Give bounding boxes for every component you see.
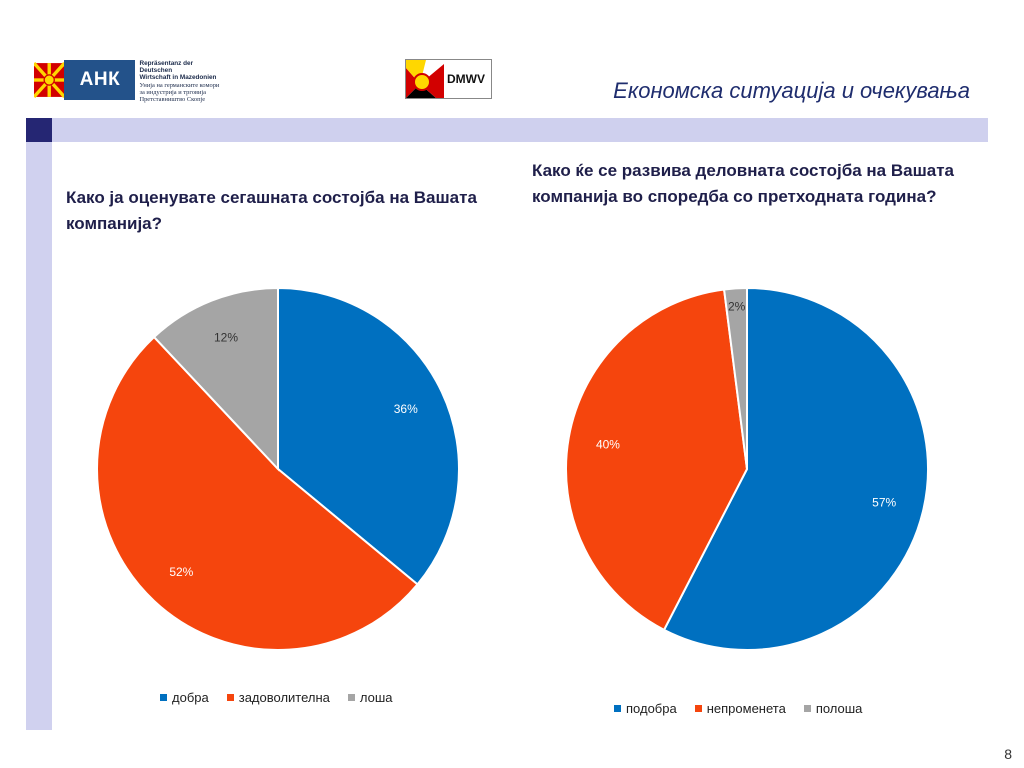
page-number: 8 <box>1004 746 1012 762</box>
legend-swatch <box>226 694 234 701</box>
dmwv-logo: DMWV <box>405 59 492 99</box>
legend-label: добра <box>172 690 209 705</box>
question-future-state: Како ќе се развива деловната состојба на… <box>532 161 954 206</box>
legend-swatch <box>347 694 355 701</box>
pie-chart-future-state: 57% 40% 2% <box>565 286 929 651</box>
pie-data-label: 52% <box>169 565 193 579</box>
pie-slice-задоволителна <box>96 335 419 651</box>
side-accent-bar <box>26 142 52 730</box>
legend-item: добра <box>160 690 209 705</box>
pie-slice-непроменета <box>565 288 749 632</box>
legend-label: подобра <box>626 701 677 716</box>
pie-slice-полоша <box>722 286 748 470</box>
legend-label: непроменета <box>706 701 786 716</box>
header-divider-bar <box>26 118 988 142</box>
pie-data-label: 57% <box>872 495 896 509</box>
ahk-logo: АНК Repräsentanz der Deutschen Wirtschaf… <box>34 60 224 104</box>
legend-item: полоша <box>803 701 863 716</box>
pie-slice-лоша <box>152 286 279 472</box>
pie-slice-подобра <box>662 286 929 651</box>
macedonian-flag-icon <box>34 61 65 99</box>
legend-label: полоша <box>815 701 863 716</box>
legend-swatch <box>160 694 167 701</box>
legend-label: задоволителна <box>238 690 330 705</box>
legend-label: лоша <box>359 690 393 705</box>
legend-swatch <box>614 705 621 712</box>
question-current-state: Како ја оценувате сегашната состојба на … <box>66 188 477 233</box>
header-divider-accent <box>26 118 52 142</box>
legend-item: непроменета <box>694 701 786 716</box>
legend-item: лоша <box>347 690 393 705</box>
slide-title: Економска ситуација и очекувања <box>613 78 970 103</box>
legend-current-state: добра задоволителна лоша <box>160 690 393 705</box>
legend-future-state: подобра непроменета полоша <box>614 701 862 716</box>
pie-chart-current-state: 36% 52% 12% <box>96 286 460 651</box>
pie-data-label: 40% <box>596 437 620 451</box>
dmwv-logo-text: DMWV <box>447 72 485 86</box>
legend-swatch <box>694 705 702 712</box>
ahk-description: Repräsentanz der Deutschen Wirtschaft in… <box>139 60 220 104</box>
legend-item: задоволителна <box>226 690 330 705</box>
pie-data-label: 12% <box>214 331 238 345</box>
ahk-logo-text: АНК <box>64 60 136 100</box>
legend-swatch <box>803 705 811 712</box>
sun-flag-icon <box>406 60 444 98</box>
pie-slice-добра <box>277 286 460 586</box>
legend-item: подобра <box>614 701 677 716</box>
pie-data-label: 2% <box>728 299 746 313</box>
pie-data-label: 36% <box>394 402 418 416</box>
